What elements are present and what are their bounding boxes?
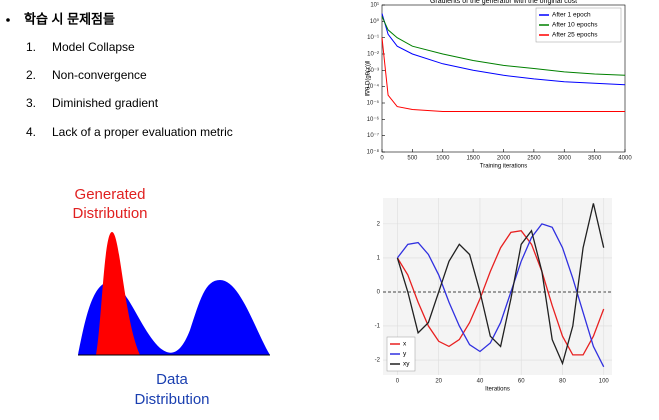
- x-tick-label: 1000: [436, 156, 450, 162]
- series-line: [396, 223, 605, 368]
- series-line: [396, 229, 605, 356]
- item-text: Lack of a proper evaluation metric: [52, 125, 233, 139]
- x-axis-label: Iterations: [485, 387, 510, 393]
- legend-label: After 1 epoch: [552, 12, 591, 19]
- series-line: [381, 16, 626, 76]
- y-axis-label: ‖∇θ D(gθ(z))‖: [365, 61, 372, 97]
- y-tick-label: 10¹: [370, 3, 379, 9]
- item-number: 2.: [26, 68, 36, 82]
- x-tick-label: 500: [407, 156, 418, 162]
- item-text: Non-convergence: [52, 68, 147, 82]
- legend-label: x: [403, 341, 407, 348]
- y-tick-label: 1: [377, 255, 381, 261]
- x-tick-label: 80: [559, 379, 566, 385]
- series-line: [381, 13, 626, 86]
- y-tick-label: 10⁻³: [367, 68, 379, 74]
- y-tick-label: 10⁻¹: [367, 35, 379, 41]
- legend-box: [535, 7, 622, 43]
- legend-label: After 10 epochs: [552, 22, 598, 29]
- bullet-dot: [6, 18, 10, 22]
- plot-area: [383, 198, 612, 375]
- x-tick-label: 1500: [466, 156, 480, 162]
- item-text: Diminished gradient: [52, 96, 159, 110]
- generated-distribution-shape: [96, 232, 140, 355]
- x-axis-label: Training iterations: [480, 164, 527, 170]
- series-line: [381, 37, 625, 112]
- x-tick-label: 40: [477, 379, 484, 385]
- bullet-title: 학습 시 문제점들: [24, 11, 115, 26]
- data-label: Distribution: [134, 391, 209, 408]
- y-tick-label: 10⁻⁶: [367, 116, 380, 123]
- x-tick-label: 0: [380, 156, 384, 162]
- x-tick-label: 3000: [558, 156, 572, 162]
- item-text: Model Collapse: [52, 40, 135, 54]
- item-number: 4.: [26, 125, 36, 139]
- chart-title: Gradients of the generator with the orig…: [430, 0, 577, 5]
- x-tick-label: 0: [396, 379, 400, 385]
- x-tick-label: 2500: [527, 156, 541, 162]
- y-tick-label: 10⁻⁵: [367, 100, 380, 107]
- y-tick-label: 10⁻⁸: [367, 149, 380, 156]
- x-tick-label: 3500: [588, 156, 602, 162]
- y-tick-label: 0: [377, 290, 381, 296]
- legend-label: y: [403, 351, 407, 358]
- x-tick-label: 100: [599, 379, 610, 385]
- generated-label: Generated: [75, 186, 146, 203]
- item-number: 3.: [26, 96, 36, 110]
- y-tick-label: -1: [375, 324, 381, 330]
- y-tick-label: 10⁻⁴: [367, 83, 380, 90]
- item-number: 1.: [26, 40, 36, 54]
- legend-label: After 25 epochs: [552, 32, 598, 39]
- y-tick-label: 10⁰: [370, 18, 380, 25]
- data-label: Data: [156, 371, 188, 388]
- legend-label: xy: [403, 361, 410, 368]
- y-tick-label: 10⁻²: [367, 52, 379, 58]
- x-tick-label: 2000: [497, 156, 511, 162]
- series-line: [396, 203, 605, 366]
- generated-label: Distribution: [72, 205, 147, 222]
- y-tick-label: 2: [377, 221, 381, 227]
- y-tick-label: -2: [375, 358, 381, 364]
- x-tick-label: 4000: [618, 156, 632, 162]
- x-tick-label: 20: [435, 379, 442, 385]
- x-tick-label: 60: [518, 379, 525, 385]
- y-tick-label: 10⁻⁷: [367, 132, 379, 139]
